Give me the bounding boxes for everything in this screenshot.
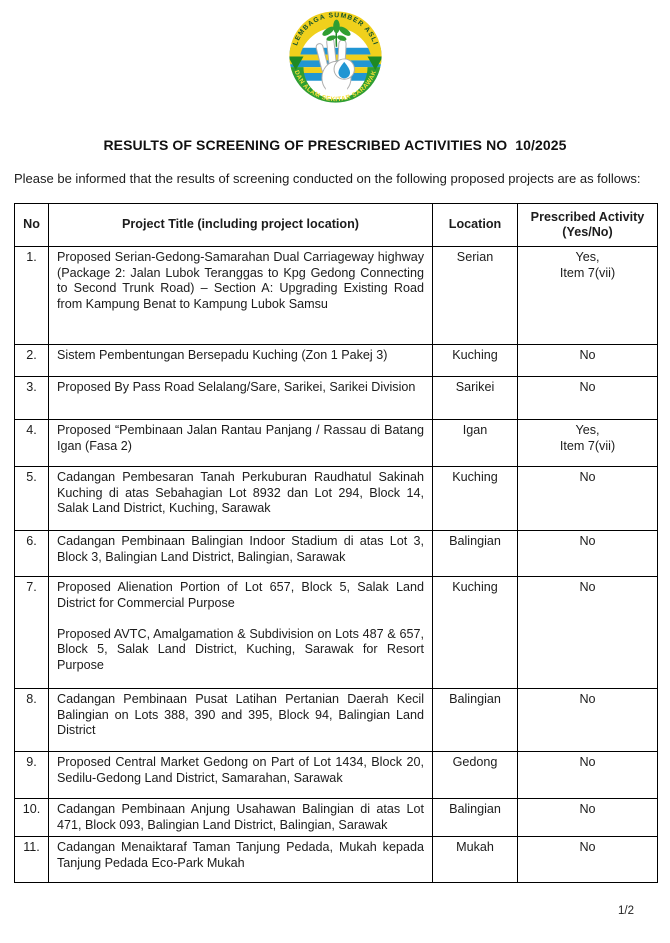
table-header-row: No Project Title (including project loca… [14, 203, 658, 247]
page-number: 1/2 [618, 905, 634, 917]
cell-location: Balingian [432, 798, 518, 837]
table-row: 3. Proposed By Pass Road Selalang/Sare, … [14, 376, 658, 420]
table-row: 9. Proposed Central Market Gedong on Par… [14, 751, 658, 799]
cell-no: 6. [14, 530, 49, 577]
cell-no: 5. [14, 466, 49, 531]
cell-prescribed-activity: No [517, 530, 658, 577]
cell-prescribed-activity: No [517, 688, 658, 752]
cell-prescribed-activity: Yes, Item 7(vii) [517, 419, 658, 467]
table-row: 4. Proposed “Pembinaan Jalan Rantau Panj… [14, 419, 658, 467]
cell-prescribed-activity: No [517, 344, 658, 377]
table-row: 6. Cadangan Pembinaan Balingian Indoor S… [14, 530, 658, 577]
cell-prescribed-activity: Yes, Item 7(vii) [517, 246, 658, 345]
table-row: 11. Cadangan Menaiktaraf Taman Tanjung P… [14, 836, 658, 883]
col-header-prescribed-activity: Prescribed Activity (Yes/No) [517, 203, 658, 247]
cell-prescribed-activity: No [517, 836, 658, 883]
cell-prescribed-activity: No [517, 798, 658, 837]
cell-location: Mukah [432, 836, 518, 883]
cell-project-title: Cadangan Pembinaan Pusat Latihan Pertani… [48, 688, 433, 752]
cell-no: 1. [14, 246, 49, 345]
table-row: 10. Cadangan Pembinaan Anjung Usahawan B… [14, 798, 658, 837]
table-row: 7. Proposed Alienation Portion of Lot 65… [14, 576, 658, 689]
intro-text: Please be informed that the results of s… [14, 171, 641, 186]
cell-no: 2. [14, 344, 49, 377]
cell-project-title: Sistem Pembentungan Bersepadu Kuching (Z… [48, 344, 433, 377]
cell-location: Igan [432, 419, 518, 467]
cell-no: 9. [14, 751, 49, 799]
cell-project-title: Proposed Serian-Gedong-Samarahan Dual Ca… [48, 246, 433, 345]
cell-project-title: Proposed Central Market Gedong on Part o… [48, 751, 433, 799]
col-header-no: No [14, 203, 49, 247]
cell-location: Serian [432, 246, 518, 345]
cell-no: 3. [14, 376, 49, 420]
plant-in-hand-logo-icon: LEMBAGA SUMBER ASLI DAN ALAM SEKITAR SAR… [288, 10, 382, 103]
cell-no: 11. [14, 836, 49, 883]
document-title: RESULTS OF SCREENING OF PRESCRIBED ACTIV… [103, 137, 567, 153]
cell-location: Balingian [432, 688, 518, 752]
cell-location: Kuching [432, 344, 518, 377]
cell-project-title: Cadangan Pembesaran Tanah Perkuburan Rau… [48, 466, 433, 531]
cell-no: 7. [14, 576, 49, 689]
col-header-project-title: Project Title (including project locatio… [48, 203, 433, 247]
cell-location: Sarikei [432, 376, 518, 420]
cell-no: 8. [14, 688, 49, 752]
cell-location: Kuching [432, 576, 518, 689]
table-row: 1. Proposed Serian-Gedong-Samarahan Dual… [14, 246, 658, 345]
cell-prescribed-activity: No [517, 466, 658, 531]
agency-logo: LEMBAGA SUMBER ASLI DAN ALAM SEKITAR SAR… [0, 0, 670, 105]
cell-project-title: Cadangan Pembinaan Anjung Usahawan Balin… [48, 798, 433, 837]
cell-project-title: Proposed “Pembinaan Jalan Rantau Panjang… [48, 419, 433, 467]
cell-location: Balingian [432, 530, 518, 577]
cell-no: 4. [14, 419, 49, 467]
cell-no: 10. [14, 798, 49, 837]
cell-project-title: Cadangan Menaiktaraf Taman Tanjung Pedad… [48, 836, 433, 883]
table-row: 2. Sistem Pembentungan Bersepadu Kuching… [14, 344, 658, 377]
table-row: 8. Cadangan Pembinaan Pusat Latihan Pert… [14, 688, 658, 752]
cell-project-title: Proposed Alienation Portion of Lot 657, … [48, 576, 433, 689]
table-row: 5. Cadangan Pembesaran Tanah Perkuburan … [14, 466, 658, 531]
col-header-location: Location [432, 203, 518, 247]
cell-location: Kuching [432, 466, 518, 531]
cell-prescribed-activity: No [517, 576, 658, 689]
cell-project-title: Cadangan Pembinaan Balingian Indoor Stad… [48, 530, 433, 577]
cell-prescribed-activity: No [517, 751, 658, 799]
cell-project-title: Proposed By Pass Road Selalang/Sare, Sar… [48, 376, 433, 420]
cell-prescribed-activity: No [517, 376, 658, 420]
cell-location: Gedong [432, 751, 518, 799]
screening-results-table: No Project Title (including project loca… [14, 203, 658, 883]
